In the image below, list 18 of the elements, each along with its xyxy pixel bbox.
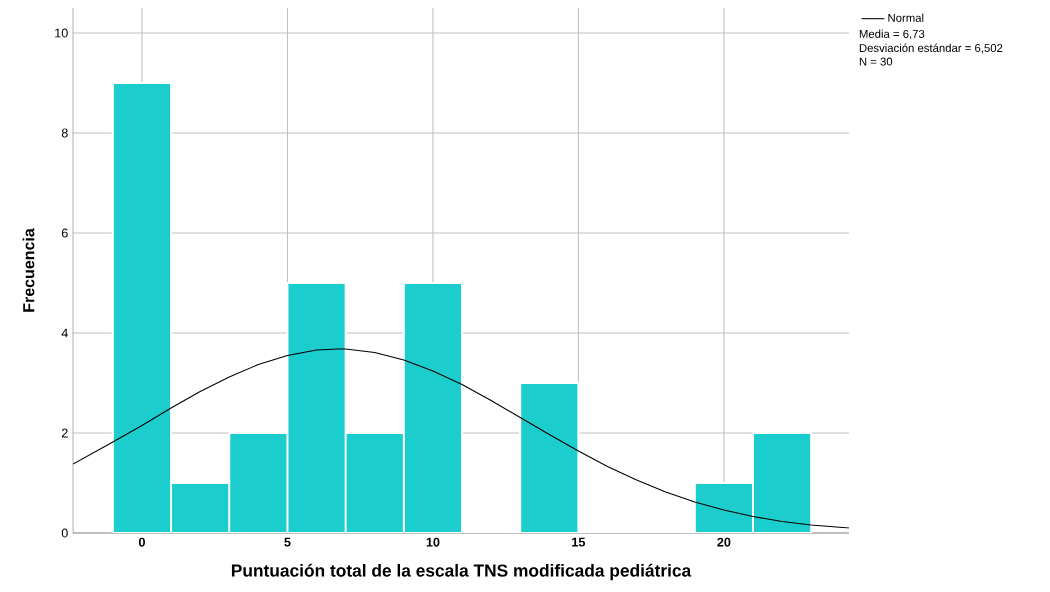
text: Media = 6,73 xyxy=(859,29,925,40)
y-axis-title: Frecuencia xyxy=(22,228,35,312)
y-tick-label: 2 xyxy=(61,428,68,438)
x-tick-label: 15 xyxy=(572,537,586,547)
x-tick-label: 5 xyxy=(284,537,291,547)
x-tick-label: 10 xyxy=(426,537,440,547)
x-axis-title: Puntuación total de la escala TNS modificada pediátrica xyxy=(231,563,692,581)
x-tick-label: 20 xyxy=(717,537,731,547)
y-tick-label: 10 xyxy=(55,28,68,38)
y-tick-label: 8 xyxy=(61,128,68,138)
legend-label: Normal xyxy=(888,13,924,22)
y-tick-label: 6 xyxy=(61,228,68,238)
y-tick-label: 0 xyxy=(61,528,68,538)
text: N = 30 xyxy=(859,57,893,66)
y-tick-label: 4 xyxy=(61,328,68,338)
line-series xyxy=(73,348,849,529)
text: Desviación estándar = 6,502 xyxy=(859,43,1003,54)
x-tick-label: 0 xyxy=(138,537,145,547)
